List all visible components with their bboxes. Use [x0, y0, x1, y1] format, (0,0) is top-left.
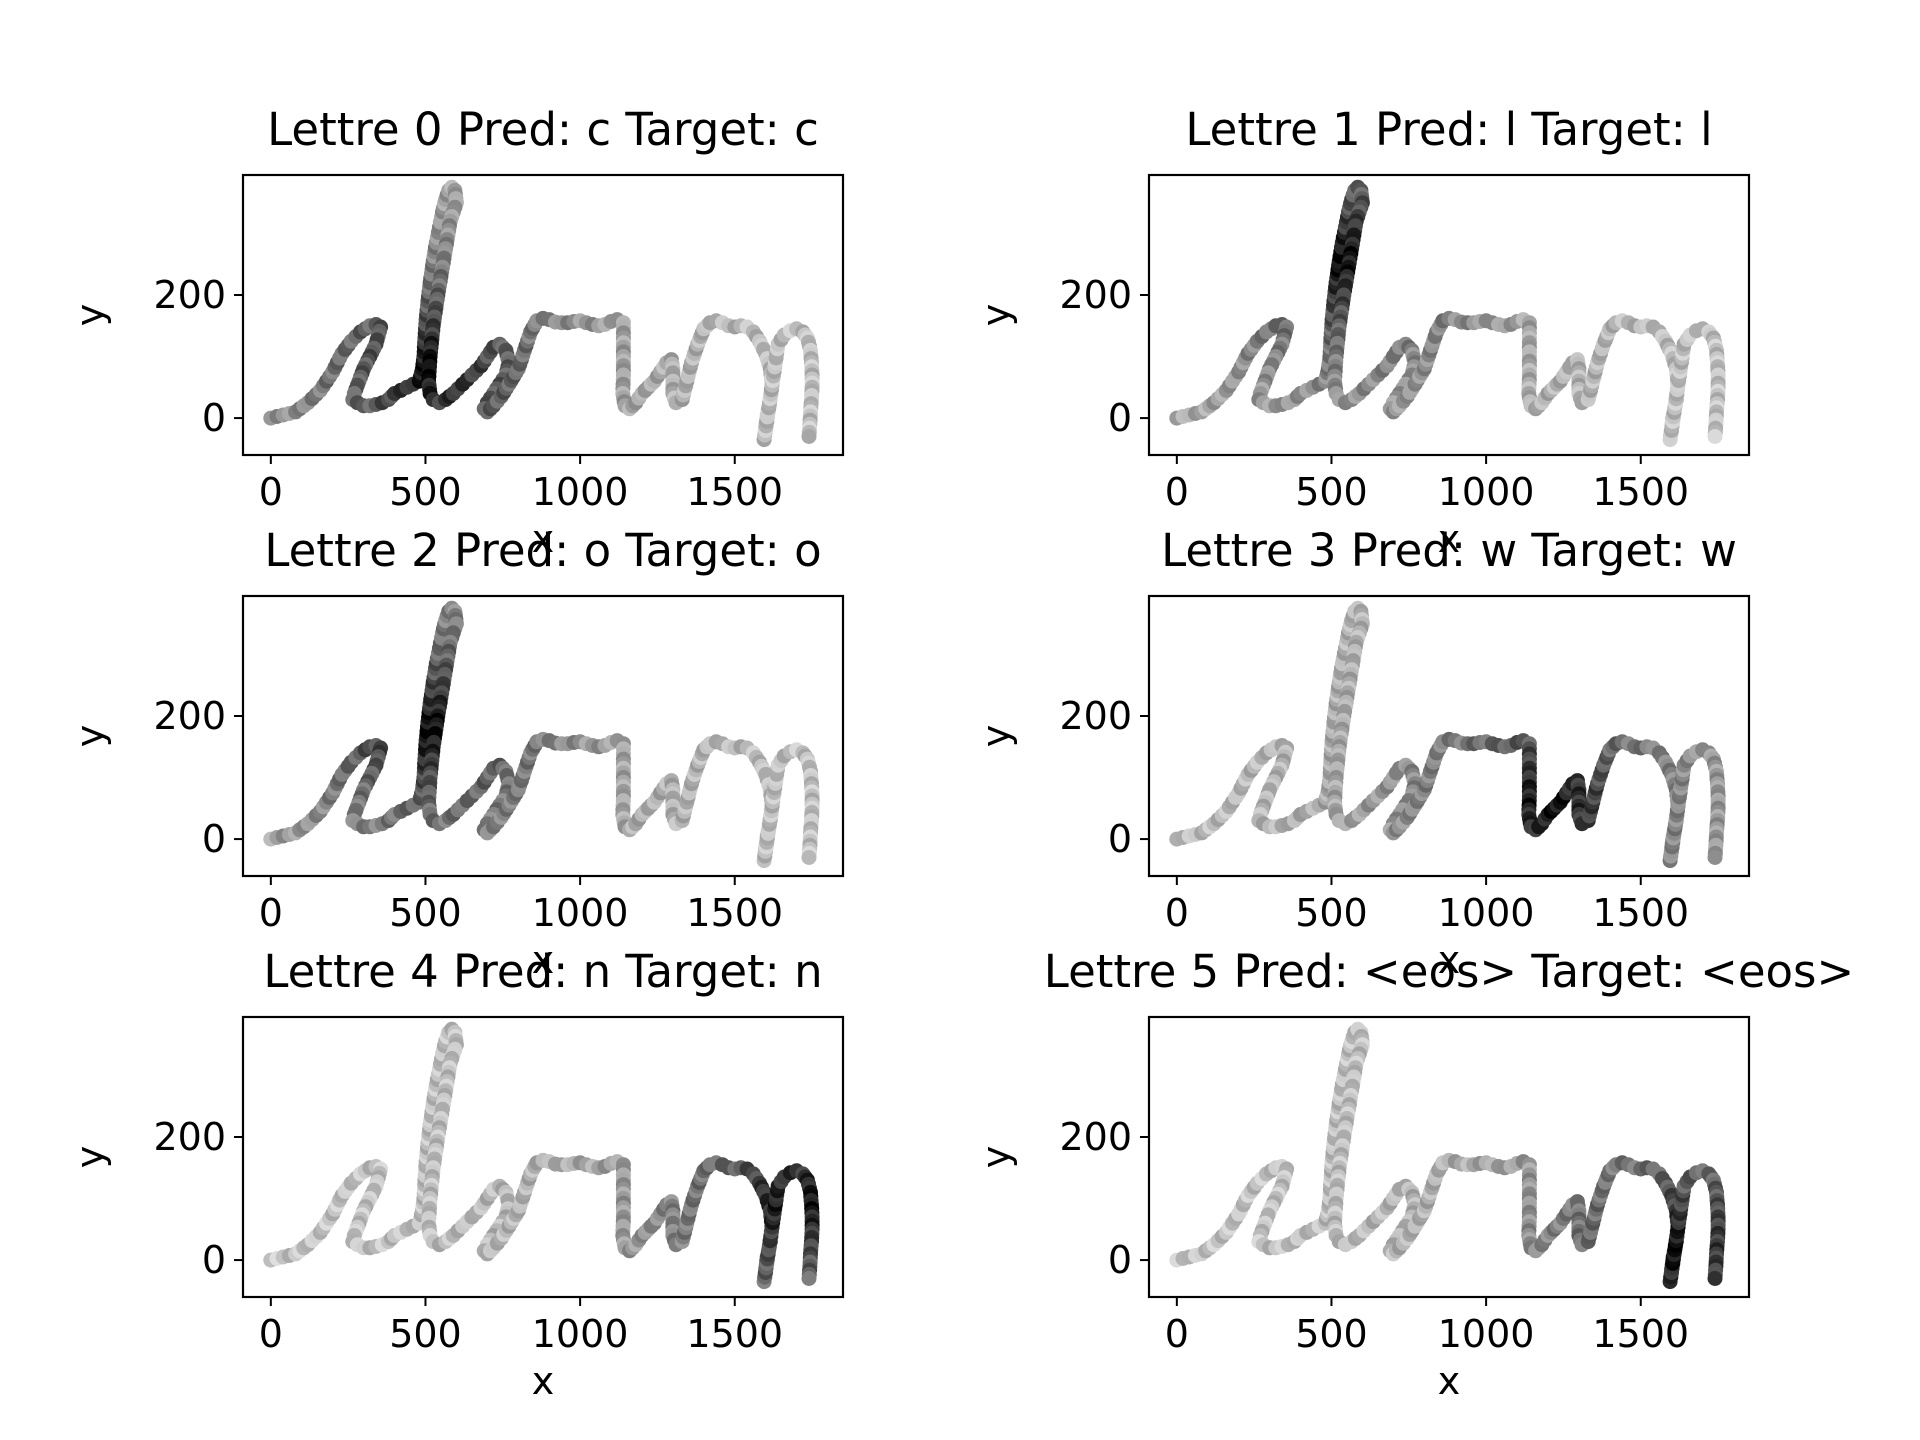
x-ticks: 0 500 1000 1500	[1165, 1297, 1689, 1356]
scatter-points	[263, 1021, 820, 1290]
data-point	[1707, 850, 1723, 865]
x-axis-label: x	[1438, 517, 1461, 561]
x-ticks: 0 500 1000 1500	[1165, 876, 1689, 935]
subplot-title: Lettre 0 Pred: c Target: c	[267, 103, 819, 156]
scatter-points	[263, 600, 820, 869]
y-tick-label: 200	[1059, 1115, 1132, 1159]
y-axis-label: y	[974, 725, 1018, 748]
x-tick-label: 1500	[1592, 1312, 1689, 1356]
x-ticks: 0 500 1000 1500	[1165, 455, 1689, 514]
data-point	[1707, 1271, 1723, 1286]
subplot-title: Lettre 1 Pred: l Target: l	[1185, 103, 1712, 156]
y-axis-label: y	[974, 1146, 1018, 1169]
y-ticks: 0 200	[153, 694, 243, 861]
x-tick-label: 1500	[686, 1312, 783, 1356]
x-tick-label: 500	[389, 1312, 462, 1356]
subplot-0: Lettre 0 Pred: c Target: c 0 500 1000 1500 0 2…	[68, 103, 845, 561]
y-axis-label: y	[68, 304, 112, 327]
y-ticks: 0 200	[153, 273, 243, 440]
subplot-3: Lettre 3 Pred: w Target: w 0 500 1000 1500 0 2…	[974, 524, 1751, 982]
scatter-points	[1169, 179, 1726, 448]
y-tick-label: 200	[153, 1115, 226, 1159]
y-tick-label: 200	[1059, 694, 1132, 738]
x-tick-label: 0	[1165, 891, 1189, 935]
x-axis-label: x	[1438, 1359, 1461, 1403]
scatter-points	[1169, 600, 1726, 869]
x-tick-label: 500	[389, 891, 462, 935]
x-tick-label: 0	[259, 1312, 283, 1356]
x-tick-label: 1000	[1438, 1312, 1535, 1356]
subplot-1: Lettre 1 Pred: l Target: l 0 500 1000 1500 0 2…	[974, 103, 1751, 561]
y-tick-label: 0	[202, 396, 226, 440]
subplot-title: Lettre 3 Pred: w Target: w	[1161, 524, 1737, 577]
y-ticks: 0 200	[1059, 273, 1149, 440]
x-tick-label: 1000	[532, 1312, 629, 1356]
x-axis-label: x	[532, 517, 555, 561]
subplot-title: Lettre 4 Pred: n Target: n	[263, 945, 822, 998]
x-tick-label: 0	[259, 470, 283, 514]
y-tick-label: 0	[202, 1238, 226, 1282]
x-ticks: 0 500 1000 1500	[259, 876, 783, 935]
y-tick-label: 0	[202, 817, 226, 861]
axes-frame	[1147, 1015, 1751, 1299]
axes-frame	[241, 1015, 845, 1299]
y-axis-label: y	[68, 725, 112, 748]
y-tick-label: 200	[153, 694, 226, 738]
x-tick-label: 1000	[1438, 891, 1535, 935]
x-tick-label: 500	[1295, 1312, 1368, 1356]
x-tick-label: 1000	[532, 470, 629, 514]
x-tick-label: 1500	[686, 470, 783, 514]
scatter-points	[1169, 1021, 1726, 1290]
x-tick-label: 500	[1295, 470, 1368, 514]
x-tick-label: 500	[1295, 891, 1368, 935]
data-point	[1707, 429, 1723, 444]
x-tick-label: 1500	[1592, 470, 1689, 514]
subplot-2: Lettre 2 Pred: o Target: o 0 500 1000 1500 0 2…	[68, 524, 845, 982]
x-tick-label: 1000	[532, 891, 629, 935]
axes-frame	[1147, 594, 1751, 878]
x-tick-label: 0	[1165, 1312, 1189, 1356]
data-point	[801, 1271, 817, 1286]
x-tick-label: 1000	[1438, 470, 1535, 514]
x-axis-label: x	[532, 938, 555, 982]
y-tick-label: 0	[1108, 396, 1132, 440]
x-ticks: 0 500 1000 1500	[259, 1297, 783, 1356]
subplot-4: Lettre 4 Pred: n Target: n 0 500 1000 1500 0 2…	[68, 945, 845, 1403]
y-tick-label: 200	[1059, 273, 1132, 317]
x-ticks: 0 500 1000 1500	[259, 455, 783, 514]
subplot-title: Lettre 2 Pred: o Target: o	[264, 524, 821, 577]
x-tick-label: 0	[259, 891, 283, 935]
y-ticks: 0 200	[153, 1115, 243, 1282]
y-tick-label: 200	[153, 273, 226, 317]
data-point	[801, 429, 817, 444]
data-point	[801, 850, 817, 865]
x-tick-label: 1500	[686, 891, 783, 935]
y-axis-label: y	[974, 304, 1018, 327]
axes-frame	[241, 594, 845, 878]
y-tick-label: 0	[1108, 817, 1132, 861]
x-axis-label: x	[532, 1359, 555, 1403]
axes-frame	[1147, 173, 1751, 457]
x-axis-label: x	[1438, 938, 1461, 982]
subplot-title: Lettre 5 Pred: <eos> Target: <eos>	[1044, 945, 1854, 998]
y-ticks: 0 200	[1059, 694, 1149, 861]
x-tick-label: 500	[389, 470, 462, 514]
y-axis-label: y	[68, 1146, 112, 1169]
subplot-5: Lettre 5 Pred: <eos> Target: <eos> 0 500 10…	[974, 945, 1854, 1403]
y-tick-label: 0	[1108, 1238, 1132, 1282]
x-tick-label: 0	[1165, 470, 1189, 514]
axes-frame	[241, 173, 845, 457]
scatter-points	[263, 179, 820, 448]
y-ticks: 0 200	[1059, 1115, 1149, 1282]
x-tick-label: 1500	[1592, 891, 1689, 935]
